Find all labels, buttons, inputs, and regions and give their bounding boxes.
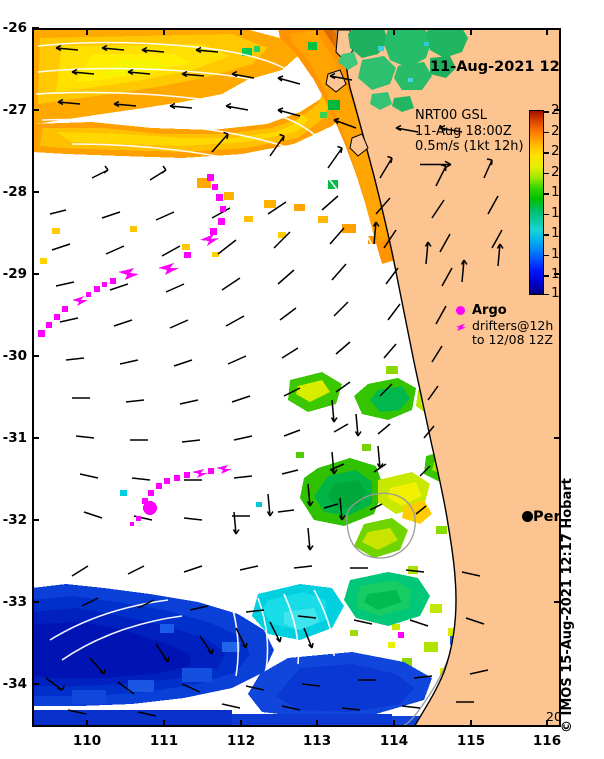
x-axis-label: 114	[379, 733, 409, 749]
tick	[470, 28, 472, 35]
y-axis-label: -30	[2, 348, 27, 364]
tick	[316, 720, 318, 727]
colorbar-tick-label: 18	[551, 204, 561, 221]
tick	[32, 27, 39, 29]
colorbar-tick-label: 19	[551, 184, 561, 200]
depth-label-1000m: 1000m	[546, 724, 561, 727]
colorbar-gradient	[529, 110, 544, 295]
tick	[554, 601, 561, 603]
map-plot-area[interactable]: Perth 200m 1000m 11-Aug-2021 12Z NRT00 G…	[32, 28, 561, 727]
x-axis-label: 115	[456, 733, 486, 749]
colorbar-tick-label: 14	[551, 285, 561, 301]
vector-scale-row	[415, 155, 524, 171]
y-axis-label: -31	[2, 430, 27, 446]
tick	[163, 28, 165, 35]
annotation-vector-scale: 0.5m/s (1kt 12h)	[415, 139, 524, 154]
tick	[393, 720, 395, 727]
tick	[470, 720, 472, 727]
tick	[32, 519, 39, 521]
x-axis-label: 110	[72, 733, 102, 749]
y-axis-label: -27	[2, 102, 27, 118]
tick	[316, 28, 318, 35]
x-axis-label: 112	[226, 733, 256, 749]
y-axis-label: -29	[2, 266, 27, 282]
y-axis-label: -32	[2, 512, 27, 528]
tick	[240, 28, 242, 35]
tick	[554, 437, 561, 439]
y-axis-label: -33	[2, 594, 27, 610]
argo-legend-header: Argo	[472, 303, 507, 318]
depth-contour-labels: 200m 1000m	[546, 709, 561, 727]
map-title: 11-Aug-2021 12Z	[430, 59, 561, 75]
y-axis-label: -28	[2, 184, 27, 200]
tick	[32, 355, 39, 357]
x-axis-label: 111	[149, 733, 179, 749]
y-axis-label: -34	[2, 676, 27, 692]
tick	[546, 28, 548, 35]
argo-drifter-tracks	[38, 174, 404, 638]
colorbar-tick-label: 20	[551, 163, 561, 180]
y-axis-label: -26	[2, 20, 27, 36]
annotation-valid-time: 11-Aug 18:00Z	[415, 123, 512, 139]
tick	[32, 191, 39, 193]
tick	[546, 720, 548, 727]
sst-streamlines-south	[49, 589, 335, 677]
map-canvas	[32, 28, 561, 727]
tick	[32, 601, 39, 603]
tick	[86, 720, 88, 727]
tick	[554, 109, 561, 111]
colorbar-tick-label: 21	[551, 143, 561, 159]
argo-float-icon	[456, 306, 465, 315]
depth-label-200m: 200m	[546, 709, 561, 724]
argo-legend: Argo drifters@12h to 12/08 12Z	[456, 303, 554, 348]
city-label: Perth	[533, 509, 561, 525]
current-vectors	[45, 44, 504, 717]
argo-legend-line2: drifters@12h	[472, 317, 554, 333]
product-annotation: NRT00 GSL 11-Aug 18:00Z 0.5m/s (1kt 12h)	[415, 108, 524, 171]
colorbar-tick-label: 16	[551, 245, 561, 262]
tick	[86, 28, 88, 35]
tick	[554, 273, 561, 275]
tick	[240, 720, 242, 727]
argo-drifter-arrow-icon	[456, 323, 466, 331]
tick	[32, 683, 39, 685]
annotation-product: NRT00 GSL	[415, 108, 487, 123]
velocity-scale-arrow-icon	[420, 160, 452, 168]
colorbar-tick-label: 17	[551, 225, 561, 241]
landmass	[325, 28, 561, 727]
tick	[32, 273, 39, 275]
city-dot-icon	[522, 511, 533, 522]
tick	[32, 109, 39, 111]
tick	[393, 28, 395, 35]
argo-legend-line3: to 12/08 12Z	[472, 332, 553, 347]
x-axis-label: 113	[302, 733, 332, 749]
colorbar-tick-label: 22	[551, 122, 561, 139]
tick	[163, 720, 165, 727]
x-axis-label: 116	[532, 733, 562, 749]
copyright-notice: © IMOS 15-Aug-2021 12:17 Hobart	[560, 478, 575, 733]
tick	[32, 437, 39, 439]
